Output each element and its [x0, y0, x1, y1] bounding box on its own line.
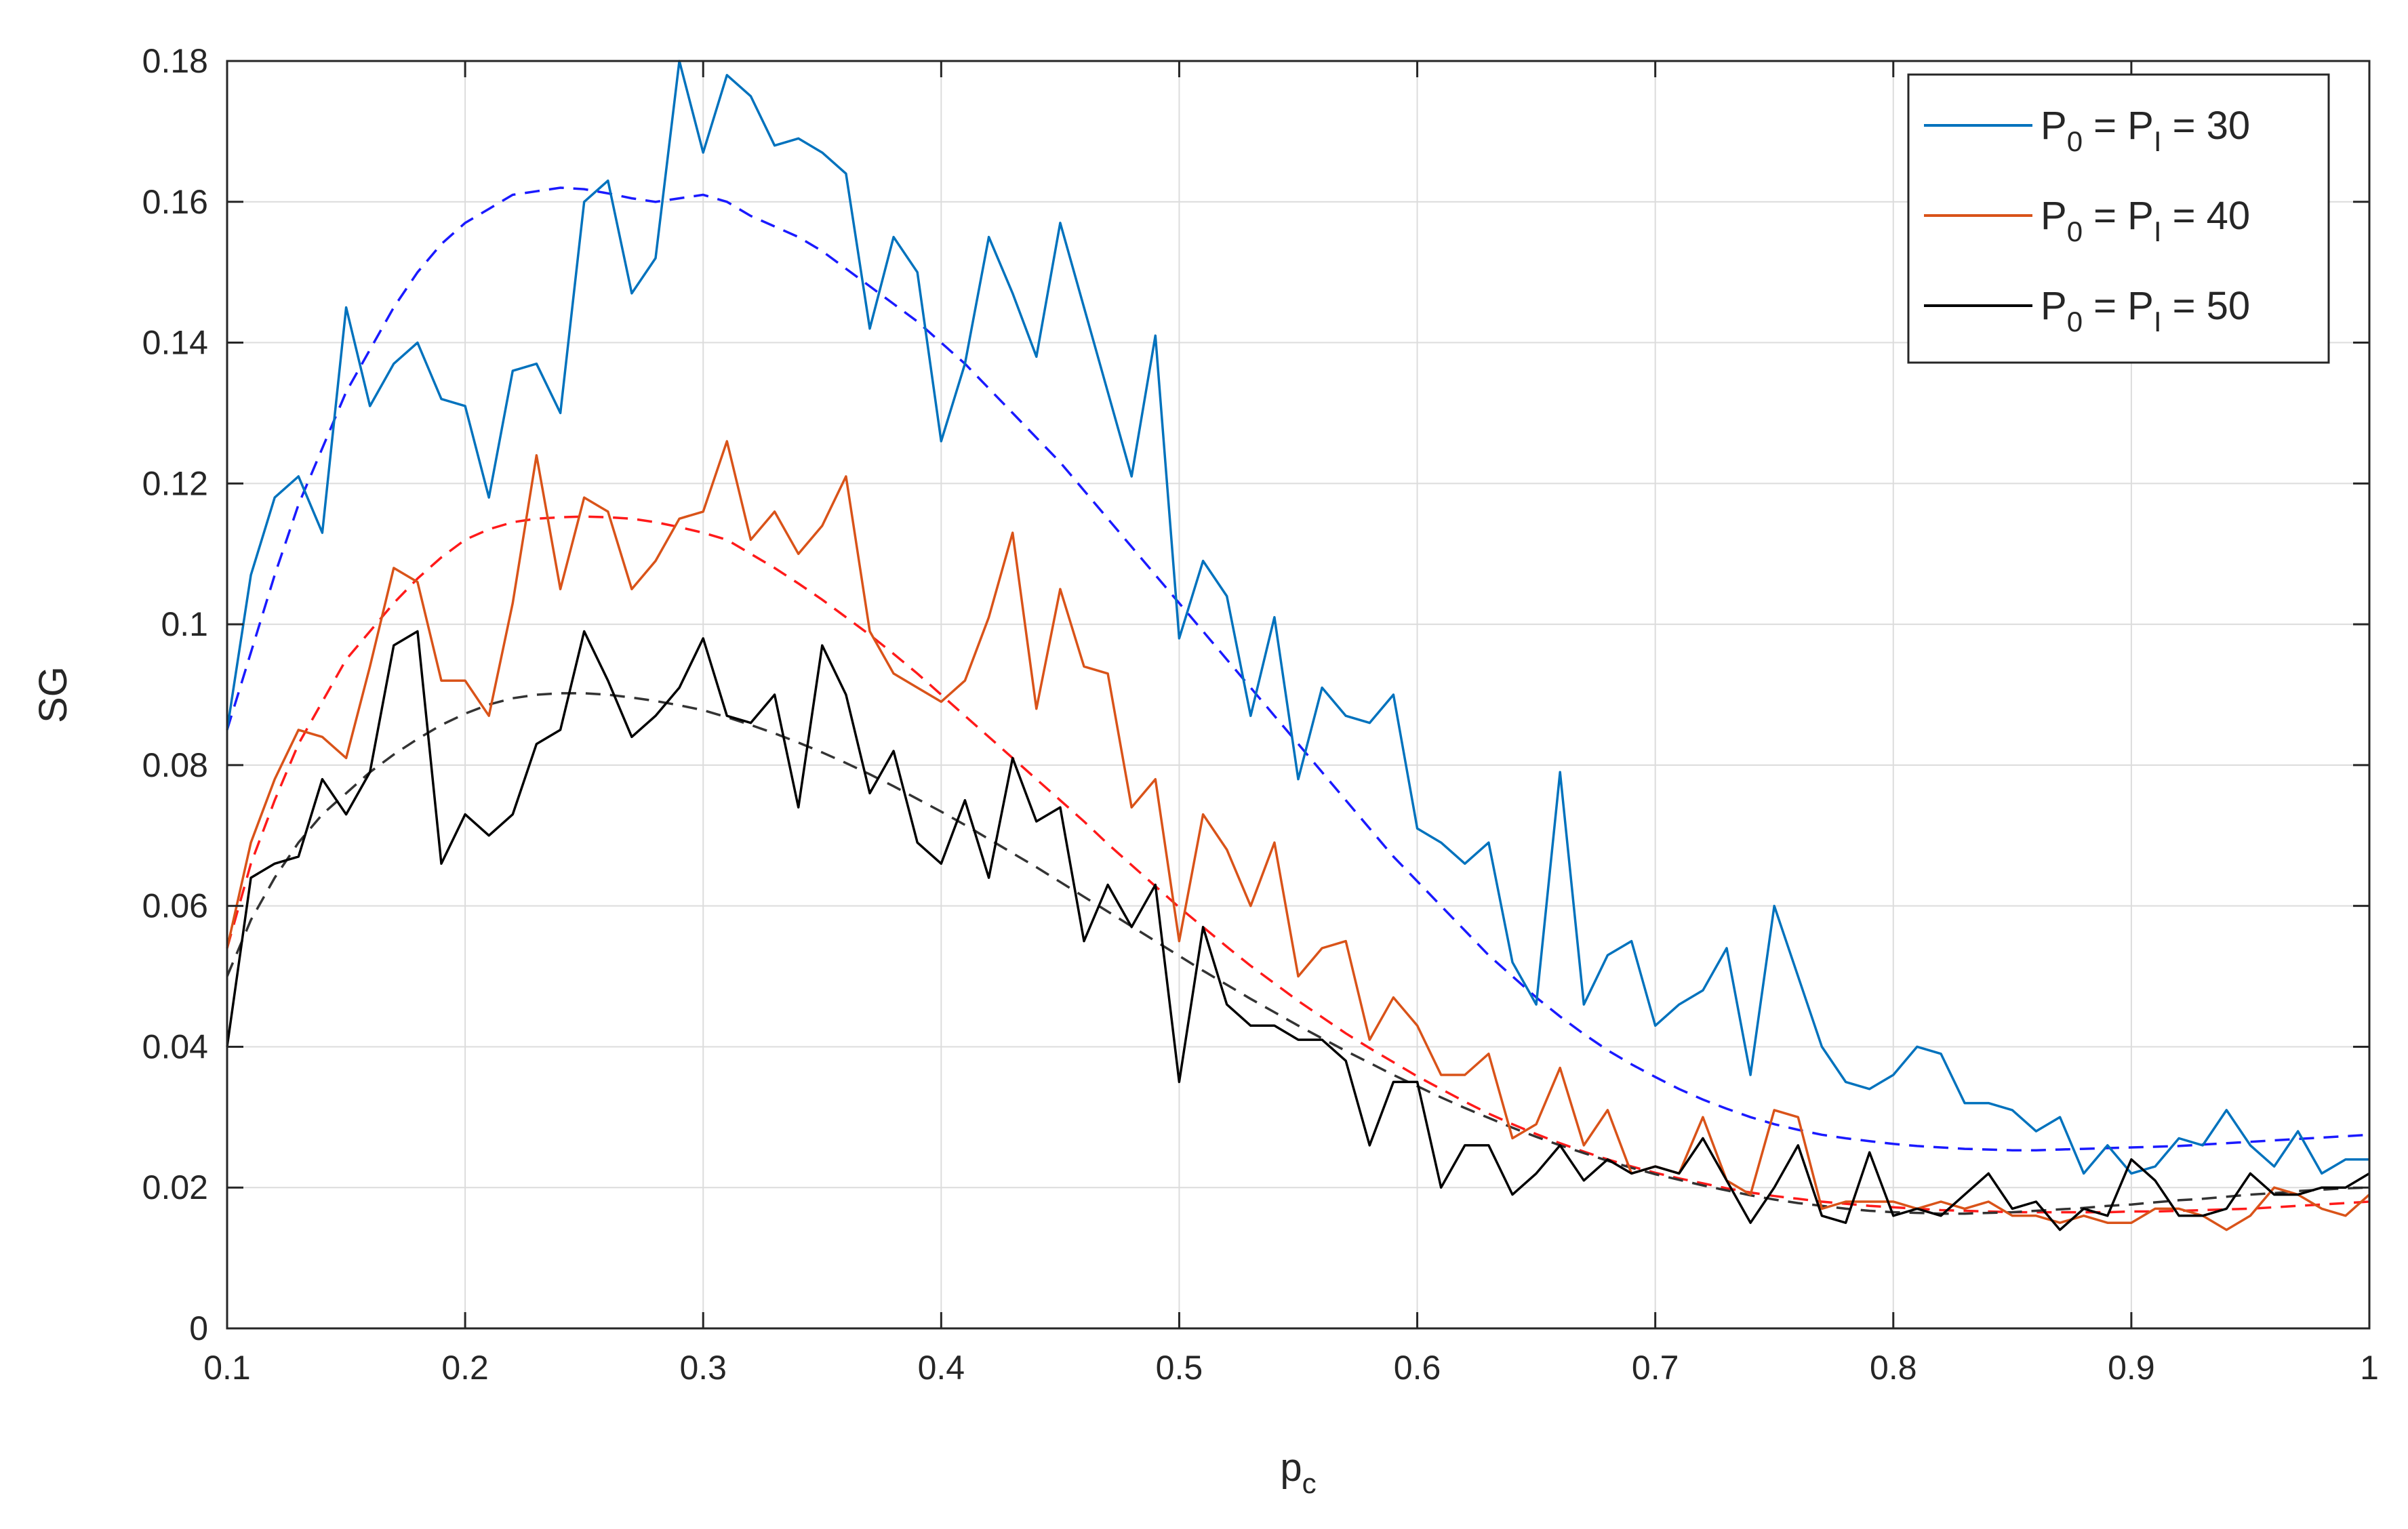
x-axis-label-main: p [1280, 1446, 1302, 1490]
data-series [226, 60, 2371, 1231]
series-line-1 [226, 60, 2369, 1175]
x-tick-label: 0.6 [1394, 1349, 1441, 1387]
x-tick-labels: 0.1 0.2 0.3 0.4 0.5 0.6 0.7 0.8 0.9 1 [203, 1349, 2379, 1387]
legend-text-part: P [2041, 284, 2067, 328]
x-tick-label: 0.4 [918, 1349, 965, 1387]
legend-text-part: I [2154, 216, 2162, 247]
legend-label-2: P0 = PI = 40 [2041, 194, 2250, 247]
y-tick-labels: 0 0.02 0.04 0.06 0.08 0.1 0.12 0.14 0.16 0.18 [142, 42, 208, 1347]
y-tick-label: 0.16 [142, 183, 208, 221]
x-tick-label: 0.7 [1632, 1349, 1679, 1387]
x-axis-label: pc [1280, 1446, 1316, 1499]
y-tick-label: 0.02 [142, 1168, 208, 1206]
y-tick-label: 0.1 [161, 605, 208, 643]
grid [226, 60, 2370, 1329]
fit-curve-3 [226, 692, 2370, 1215]
y-tick-label: 0.06 [142, 887, 208, 925]
x-tick-label: 0.3 [679, 1349, 727, 1387]
legend-text-part: = 40 [2162, 194, 2251, 238]
legend-text-part: = 30 [2162, 104, 2251, 148]
x-tick-label: 0.1 [203, 1349, 251, 1387]
x-tick-label: 0.2 [441, 1349, 489, 1387]
series-line-3 [226, 630, 2370, 1231]
fit-curves [226, 186, 2370, 1215]
axes-box [226, 60, 2371, 1330]
series-line-2 [226, 440, 2371, 1231]
y-tick-label: 0.18 [142, 42, 208, 80]
y-axis-label: SG [31, 666, 75, 723]
legend-text-part: = P [2083, 104, 2154, 148]
x-tick-label: 0.5 [1156, 1349, 1203, 1387]
y-tick-label: 0.14 [142, 324, 208, 362]
y-tick-label: 0.12 [142, 464, 208, 502]
y-tick-label: 0 [189, 1309, 208, 1347]
legend-text-part: P [2041, 194, 2067, 238]
x-tick-label: 1 [2360, 1349, 2379, 1387]
legend-text-part: = P [2083, 284, 2154, 328]
legend-text-part: 0 [2067, 306, 2083, 338]
legend-text-part: I [2154, 125, 2162, 157]
axis-ticks [226, 60, 2371, 1330]
legend-label-3: P0 = PI = 50 [2041, 284, 2250, 338]
legend-text-part: I [2154, 306, 2162, 338]
legend-label-1: P0 = PI = 30 [2041, 104, 2250, 157]
legend-text-part: 0 [2067, 216, 2083, 247]
legend-text-part: P [2041, 104, 2067, 148]
y-tick-label: 0.08 [142, 746, 208, 784]
legend-text-part: = 50 [2162, 284, 2251, 328]
x-tick-label: 0.9 [2108, 1349, 2155, 1387]
fit-curve-1 [226, 186, 2370, 1151]
legend-text-part: 0 [2067, 125, 2083, 157]
legend-box [1907, 73, 2330, 364]
x-axis-label-subscript: c [1302, 1467, 1317, 1499]
y-tick-label: 0.04 [142, 1027, 208, 1065]
x-tick-label: 0.8 [1870, 1349, 1917, 1387]
legend-text-part: = P [2083, 194, 2154, 238]
